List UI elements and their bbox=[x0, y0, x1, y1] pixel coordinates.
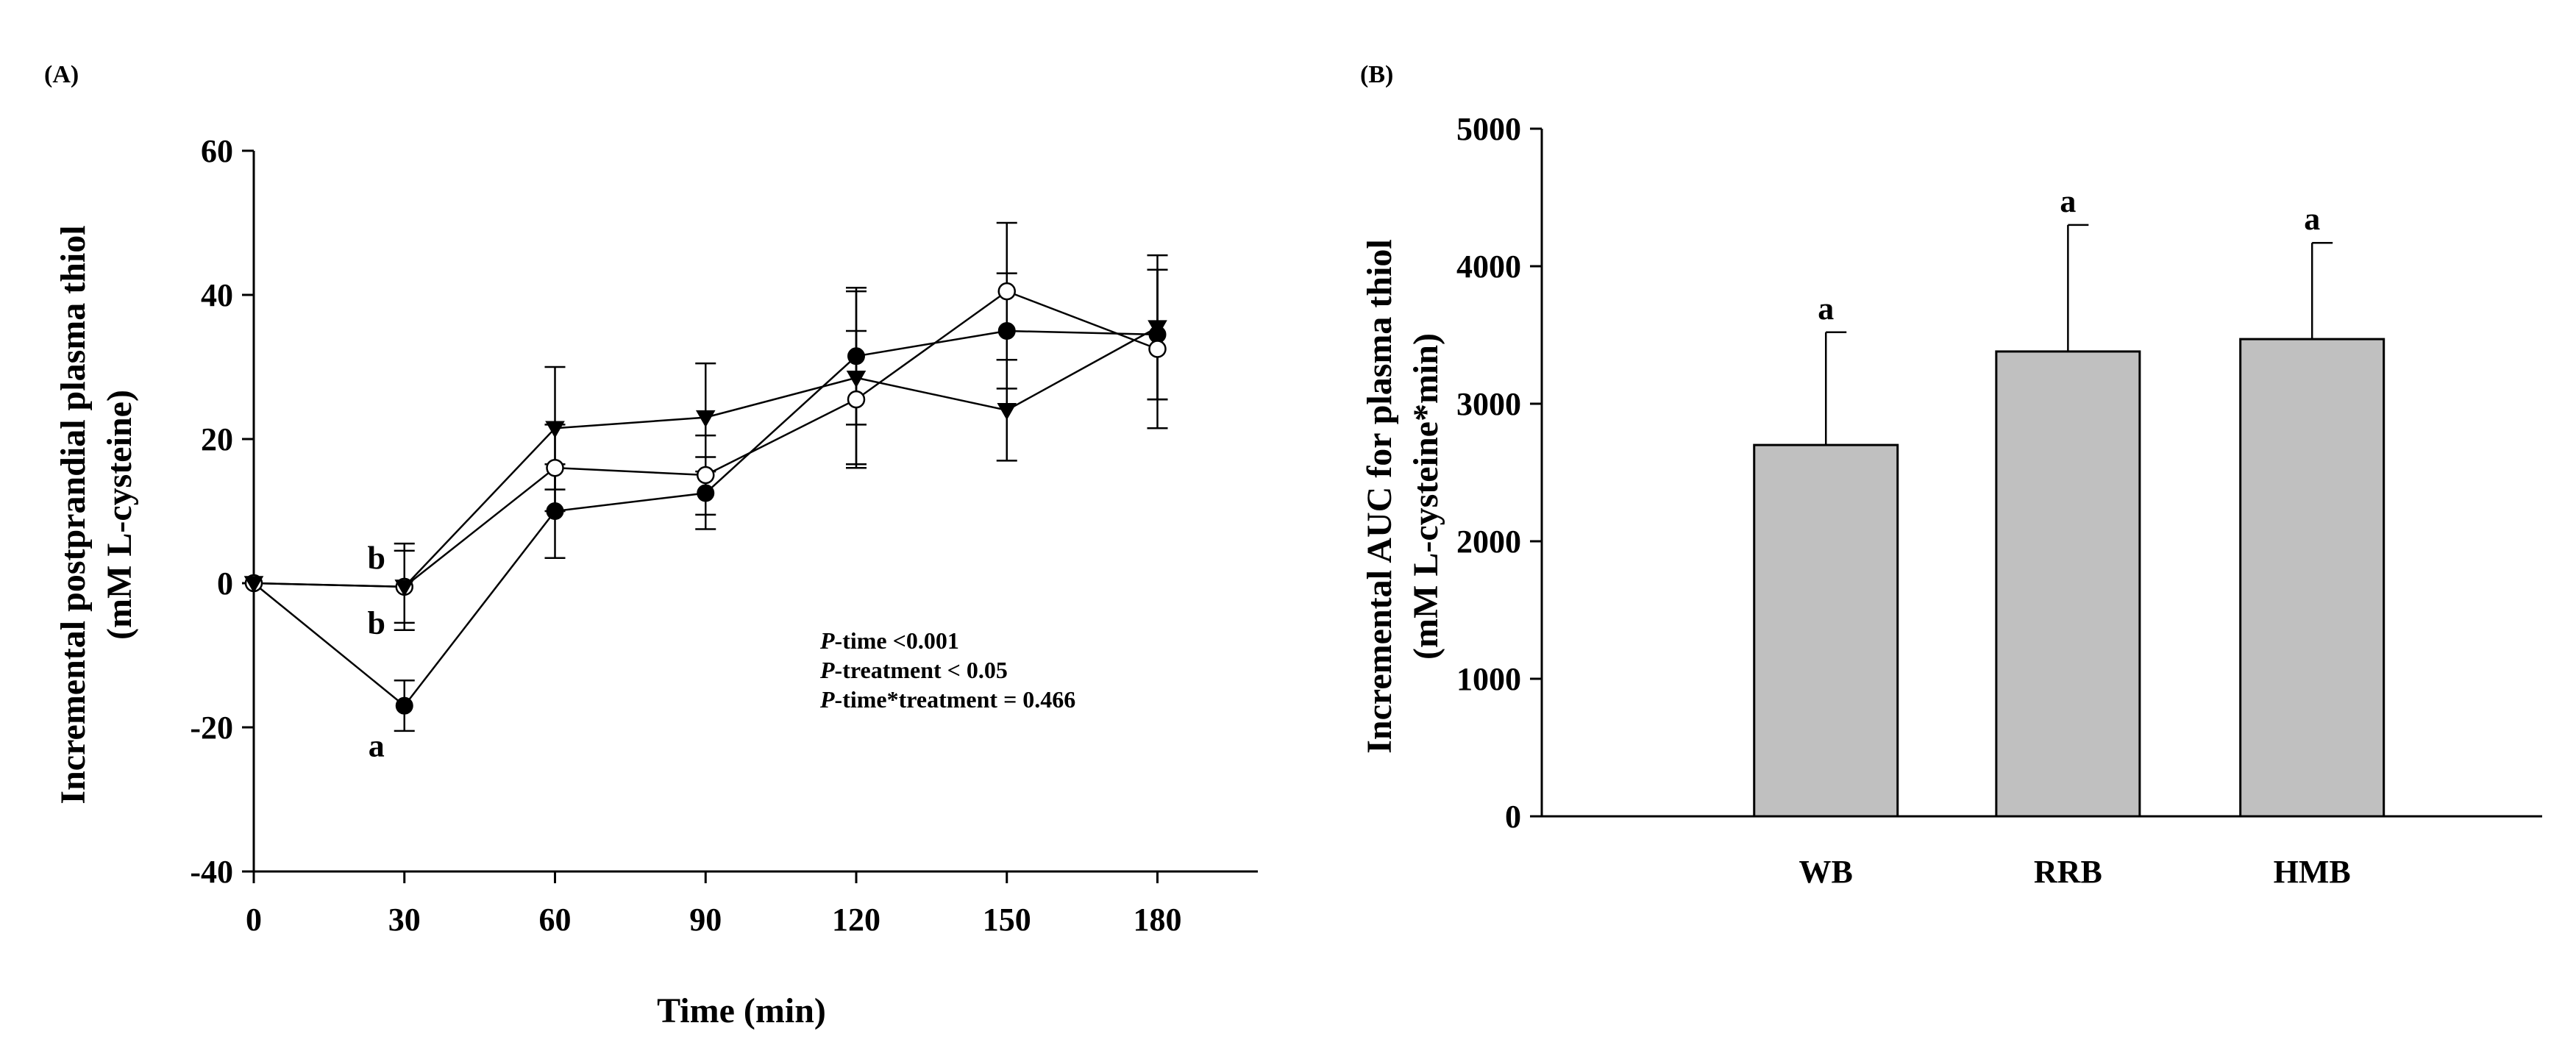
x-axis-title-a: Time (min) bbox=[657, 991, 826, 1030]
y-tick-label-a: 40 bbox=[201, 277, 233, 313]
y-tick-label-a: 20 bbox=[201, 421, 233, 457]
data-point-open-circle bbox=[697, 466, 715, 485]
data-point-filled-triangle bbox=[394, 580, 415, 597]
panel-a: (A) Incremental postprandial plasma thio… bbox=[44, 61, 1258, 1030]
significance-letter: a bbox=[1818, 290, 1834, 327]
y-axis-title-b: Incremental AUC for plasma thiol (mM L-c… bbox=[1360, 239, 1445, 754]
data-point-open-circle bbox=[1148, 340, 1167, 358]
y-tick-label-a: 60 bbox=[201, 133, 233, 169]
data-point-filled-circle bbox=[847, 347, 865, 366]
data-point-filled-triangle bbox=[846, 370, 867, 388]
y-tick-label-a: 0 bbox=[217, 566, 233, 602]
data-point-filled-circle bbox=[395, 696, 413, 715]
x-tick-label-a: 90 bbox=[689, 902, 722, 938]
significance-letter: b bbox=[368, 541, 385, 577]
y-axis-title-b-line2: (mM L-cysteine*min) bbox=[1406, 333, 1445, 660]
y-tick-label-b: 2000 bbox=[1456, 524, 1521, 560]
panel-b: (B) Incremental AUC for plasma thiol (mM… bbox=[1288, 0, 2576, 1059]
x-tick-label-a: 180 bbox=[1134, 902, 1182, 938]
y-tick-label-b: 0 bbox=[1505, 799, 1521, 835]
data-point-filled-triangle bbox=[545, 421, 565, 438]
y-tick-label-b: 5000 bbox=[1456, 111, 1521, 147]
y-axis-title-a: Incremental postprandial plasma thiol (m… bbox=[54, 225, 139, 804]
x-category-label: WB bbox=[1799, 854, 1853, 890]
y-tick-label-a: -20 bbox=[190, 710, 233, 746]
y-tick-label-b: 4000 bbox=[1456, 249, 1521, 285]
data-point-filled-triangle bbox=[243, 576, 264, 593]
data-point-filled-triangle bbox=[695, 410, 716, 428]
x-category-label: RRB bbox=[2034, 854, 2102, 890]
data-point-open-circle bbox=[546, 458, 564, 477]
significance-letter: a bbox=[2304, 201, 2320, 237]
panel-b-label: (B) bbox=[1360, 61, 1393, 88]
y-axis-title-a-line2: (mM L-cysteine) bbox=[100, 390, 139, 640]
data-point-open-circle bbox=[847, 390, 866, 409]
data-point-open-circle bbox=[997, 282, 1016, 301]
data-point-filled-circle bbox=[546, 502, 564, 520]
y-axis-title-a-line1: Incremental postprandial plasma thiol bbox=[54, 225, 93, 804]
x-category-label: HMB bbox=[2274, 854, 2351, 890]
stat-time: P-time <0.001 bbox=[819, 627, 959, 654]
x-tick-label-a: 120 bbox=[832, 902, 880, 938]
data-point-filled-triangle bbox=[1148, 320, 1167, 338]
x-tick-label-a: 0 bbox=[246, 902, 262, 938]
panel-a-label: (A) bbox=[44, 61, 79, 88]
significance-letter: a bbox=[369, 728, 385, 764]
data-point-filled-circle bbox=[997, 322, 1016, 340]
data-point-filled-triangle bbox=[997, 403, 1017, 421]
x-tick-label-a: 30 bbox=[388, 902, 421, 938]
stats-block: P-time <0.001 P-treatment < 0.05 P-time*… bbox=[819, 627, 1075, 713]
y-tick-label-a: -40 bbox=[190, 854, 233, 890]
x-tick-label-a: 60 bbox=[539, 902, 572, 938]
y-tick-label-b: 1000 bbox=[1456, 661, 1521, 697]
stat-interaction: P-time*treatment = 0.466 bbox=[819, 686, 1075, 713]
data-point-filled-circle bbox=[697, 484, 715, 502]
x-tick-label-a: 150 bbox=[983, 902, 1031, 938]
stat-treatment: P-treatment < 0.05 bbox=[819, 657, 1008, 683]
significance-letter: b bbox=[368, 605, 385, 641]
chart-b-svg: (B) Incremental AUC for plasma thiol (mM… bbox=[1360, 61, 2542, 890]
bar-wb bbox=[1753, 443, 1899, 818]
chart-a-svg: (A) Incremental postprandial plasma thio… bbox=[44, 61, 1258, 1030]
bar-rrb bbox=[1995, 350, 2141, 818]
chart-a-plot: 60 40 20 0 -20 -40 0 30 60 90 120 150 180 bb a bbox=[190, 133, 1258, 938]
significance-letter: a bbox=[2060, 183, 2076, 219]
y-tick-label-b: 3000 bbox=[1456, 386, 1521, 422]
chart-b-plot: 5000 4000 3000 2000 1000 0 a WB a RRB a HMB bbox=[1456, 111, 2542, 890]
y-axis-title-b-line1: Incremental AUC for plasma thiol bbox=[1360, 239, 1399, 754]
bar-hmb bbox=[2239, 338, 2385, 818]
